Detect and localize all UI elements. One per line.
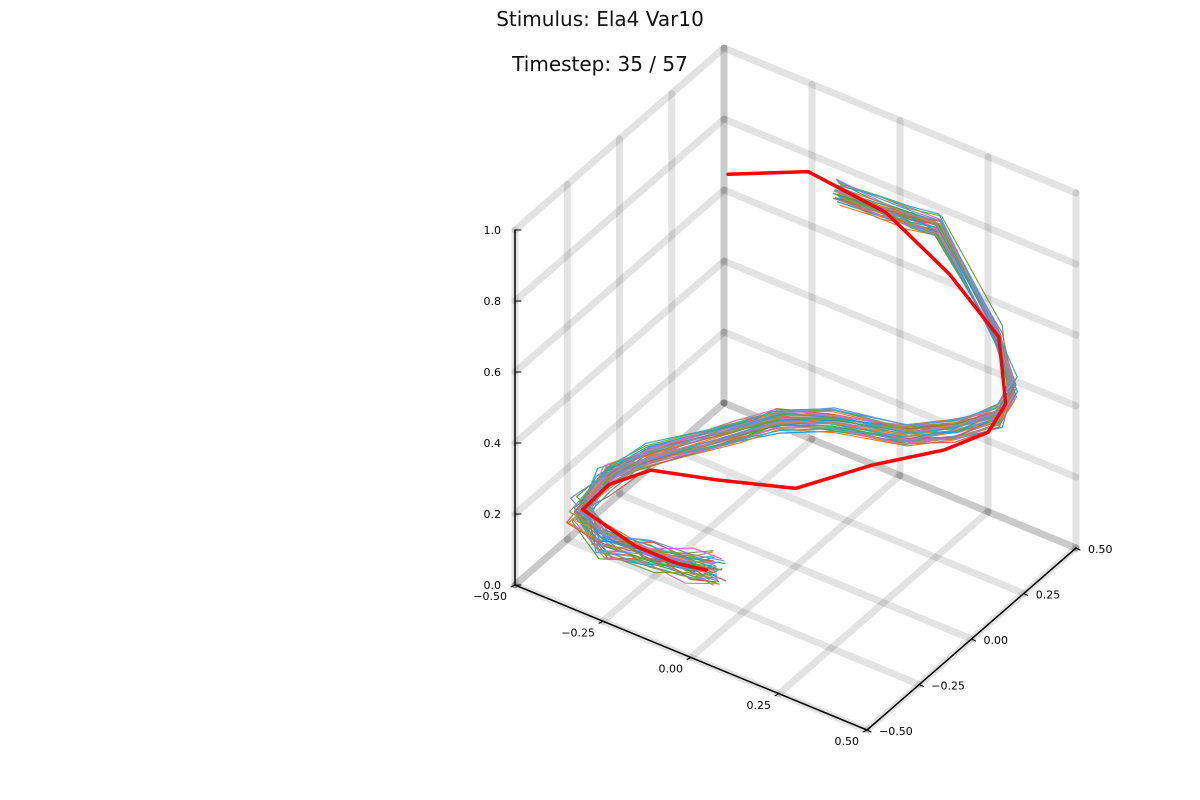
y-tick-label: −0.25 [931, 680, 965, 693]
grid-lines [511, 44, 1080, 734]
x-tick-label: −0.50 [473, 590, 507, 603]
ensemble-line [587, 184, 1015, 560]
floor-grid-line [563, 536, 923, 688]
chart-subtitle: Timestep: 35 / 57 [512, 52, 688, 76]
tick-labels: −0.50 −0.25 0.00 0.25 0.50 −0.50 −0.25 0.00 0.25… [473, 224, 1112, 748]
back-wall-grid-line [511, 115, 728, 305]
z-tick-label: 0.2 [484, 508, 502, 521]
floor-grid-line [616, 490, 975, 643]
x-tick-label: −0.25 [561, 626, 595, 639]
back-wall-grid-line [511, 186, 728, 376]
y-tick-mark [866, 729, 872, 733]
y-tick-label: −0.50 [879, 725, 913, 738]
y-tick-mark [1075, 547, 1081, 551]
floor-grid-line [511, 399, 728, 589]
floor-grid-line [668, 445, 1028, 597]
ensemble-trajectories [566, 178, 1019, 586]
x-tick-mark [598, 620, 604, 624]
ensemble-line [573, 198, 1011, 585]
ensemble-line [569, 180, 1011, 562]
back-wall-grid-line [511, 257, 728, 447]
z-tick-label: 0.8 [484, 295, 502, 308]
floor-grid-line [599, 435, 816, 625]
back-wall-grid-line [511, 328, 728, 518]
z-tick-label: 0.0 [484, 579, 502, 592]
y-tick-label: 0.00 [984, 634, 1009, 647]
y-tick-mark [918, 684, 924, 687]
x-tick-mark [774, 693, 780, 697]
x-tick-mark [686, 657, 692, 660]
chart-title: Stimulus: Ela4 Var10 [496, 7, 704, 31]
y-tick-label: 0.50 [1088, 543, 1113, 556]
side-wall-grid-line [720, 115, 1080, 268]
side-wall-grid-line [720, 44, 1080, 197]
floor-grid-line [687, 472, 904, 661]
axes [510, 229, 1081, 733]
ensemble-line [573, 195, 1014, 576]
highlight-trajectory [581, 169, 1008, 572]
side-wall-grid-line [720, 328, 1080, 481]
y-tick-mark [1023, 593, 1029, 596]
highlight-series-line [581, 169, 1008, 572]
ensemble-line [566, 198, 1014, 583]
back-wall-grid-line [511, 44, 728, 234]
side-wall-grid-line [720, 186, 1080, 339]
x-tick-mark [510, 584, 516, 588]
y-tick-label: 0.25 [1036, 589, 1061, 602]
side-wall-grid-line [720, 257, 1080, 410]
back-wall-grid-line [511, 399, 728, 589]
floor-grid-line [775, 508, 992, 698]
z-tick-label: 0.4 [484, 437, 502, 450]
y-tick-mark [971, 638, 976, 642]
x-tick-mark [862, 729, 868, 733]
x-tick-label: 0.50 [835, 735, 860, 748]
z-tick-label: 1.0 [484, 224, 502, 237]
z-tick-label: 0.6 [484, 366, 502, 379]
x-tick-label: 0.00 [659, 663, 684, 676]
x-tick-label: 0.25 [747, 699, 772, 712]
